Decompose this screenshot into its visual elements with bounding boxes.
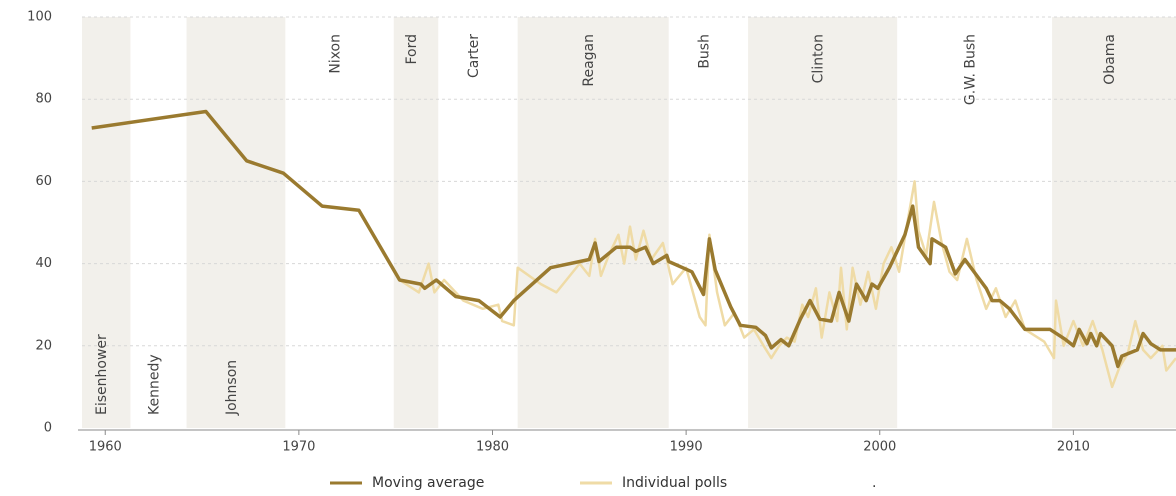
era-band [82,17,131,428]
era-label: Carter [466,34,482,78]
era-label: Clinton [811,34,827,83]
x-tick-label: 1980 [476,440,509,455]
legend-label: Moving average [372,475,484,491]
era-label: Bush [696,34,712,69]
x-tick-label: 2010 [1057,440,1090,455]
era-label: G.W. Bush [963,34,979,105]
y-tick-label: 80 [35,92,52,107]
x-tick-label: 1960 [89,440,122,455]
x-tick-label: 1990 [670,440,703,455]
era-band [1052,17,1176,428]
lines [91,109,1176,389]
era-band [517,17,669,428]
y-tick-label: 100 [27,10,52,25]
labels: Eisenhower Kennedy Johnson Nixon Ford Carter R… [27,10,1118,492]
era-band [393,17,439,428]
era-label: Kennedy [146,354,162,415]
era-label: Johnson [224,360,240,416]
series-line [91,109,1176,369]
era-band [186,17,286,428]
y-tick-label: 40 [35,256,52,271]
grid [78,16,1176,435]
x-tick-label: 1970 [282,440,315,455]
era-label: Reagan [581,34,597,87]
x-tick-label: 2000 [863,440,896,455]
era-label: Eisenhower [94,334,110,415]
legend-label: Individual polls [622,475,727,491]
era-band [748,17,898,428]
legend-extra: . [872,475,876,491]
era-label: Ford [404,34,420,65]
y-tick-label: 0 [44,421,52,436]
era-label: Obama [1102,34,1118,85]
y-tick-label: 20 [35,338,52,353]
series-line [398,180,1176,389]
era-bands [82,17,1176,428]
era-label: Nixon [328,34,344,74]
y-tick-label: 60 [35,174,52,189]
